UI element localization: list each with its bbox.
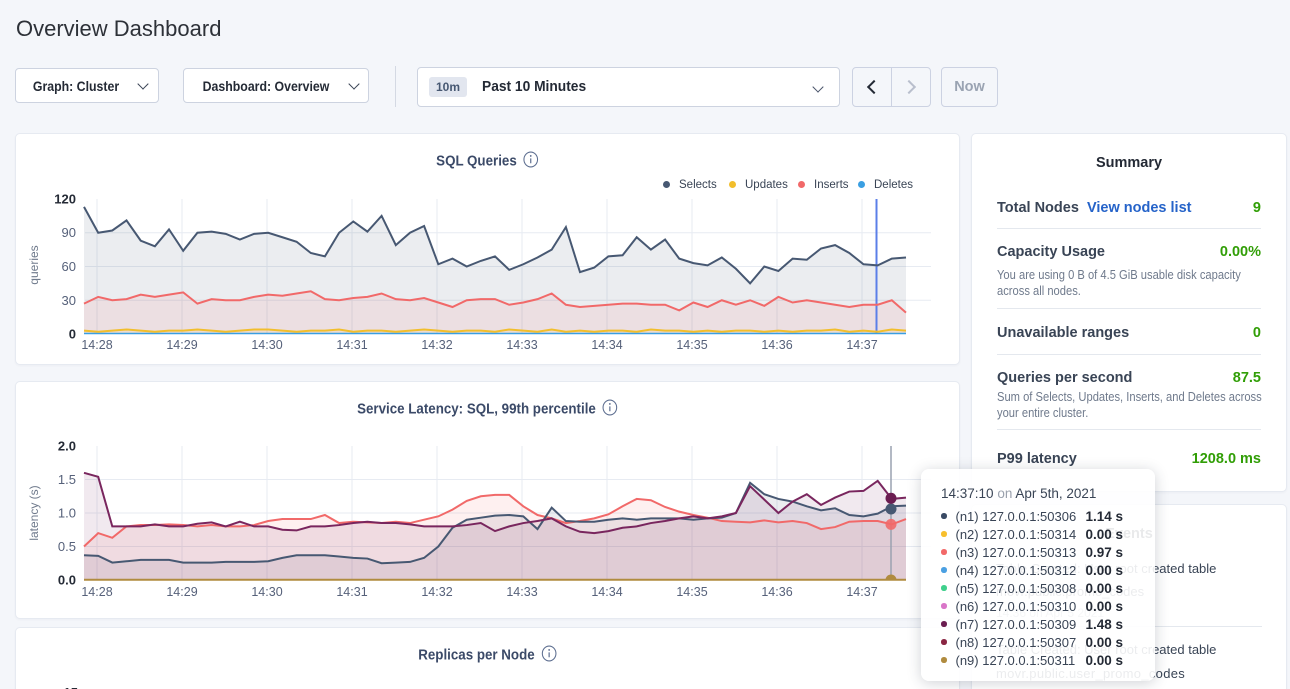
svg-text:1.0: 1.0 [58, 506, 76, 521]
svg-text:14:31: 14:31 [336, 338, 367, 352]
svg-text:14:30: 14:30 [251, 338, 282, 352]
svg-text:2.0: 2.0 [58, 439, 76, 454]
svg-text:30: 30 [62, 293, 76, 308]
svg-text:14:33: 14:33 [506, 585, 537, 599]
svg-text:0: 0 [69, 327, 76, 342]
svg-text:14:37: 14:37 [846, 338, 877, 352]
svg-text:120: 120 [54, 192, 76, 207]
svg-text:1.5: 1.5 [58, 472, 76, 487]
svg-text:14:32: 14:32 [421, 338, 452, 352]
svg-text:queries: queries [27, 245, 41, 284]
svg-text:0.0: 0.0 [58, 573, 76, 588]
svg-text:14:29: 14:29 [166, 338, 197, 352]
svg-text:14:31: 14:31 [336, 585, 367, 599]
svg-text:14:30: 14:30 [251, 585, 282, 599]
svg-text:14:32: 14:32 [421, 585, 452, 599]
svg-text:14:28: 14:28 [81, 585, 112, 599]
svg-text:latency (s): latency (s) [27, 485, 41, 540]
svg-text:14:34: 14:34 [591, 338, 622, 352]
svg-text:14:34: 14:34 [591, 585, 622, 599]
svg-text:0.5: 0.5 [58, 539, 76, 554]
svg-text:14:28: 14:28 [81, 338, 112, 352]
svg-text:14:36: 14:36 [761, 585, 792, 599]
svg-text:90: 90 [62, 225, 76, 240]
svg-text:14:33: 14:33 [506, 338, 537, 352]
svg-text:14:35: 14:35 [676, 338, 707, 352]
svg-text:60: 60 [62, 259, 76, 274]
svg-text:14:29: 14:29 [166, 585, 197, 599]
svg-text:14:36: 14:36 [761, 338, 792, 352]
svg-text:14:35: 14:35 [676, 585, 707, 599]
svg-text:14:37: 14:37 [846, 585, 877, 599]
